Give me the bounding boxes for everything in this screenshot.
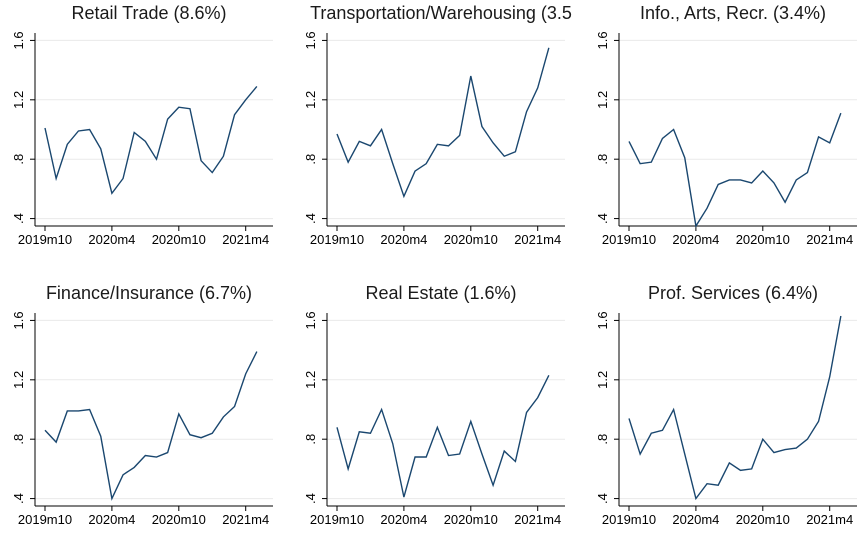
x-tick-label: 2021m4 xyxy=(514,512,561,527)
x-tick-label: 2020m10 xyxy=(444,512,498,527)
y-tick-label: .8 xyxy=(303,434,318,445)
panel: Transportation/Warehousing (3.5 .4 .8 1.2 1.… xyxy=(303,3,572,247)
y-tick-label: .8 xyxy=(11,154,26,165)
line-series xyxy=(44,351,258,501)
x-tick-label: 2020m4 xyxy=(88,512,135,527)
x-tick-label: 2020m10 xyxy=(736,232,790,247)
panel-title: Real Estate (1.6%) xyxy=(365,283,516,303)
x-tick-label: 2021m4 xyxy=(806,512,853,527)
panel: Info., Arts, Recr. (3.4%) .4 .8 1.2 1.6 2019m… xyxy=(595,3,857,247)
panel-title: Info., Arts, Recr. (3.4%) xyxy=(640,3,826,23)
y-tick-label: 1.2 xyxy=(11,371,26,389)
x-tick-label: 2020m4 xyxy=(672,232,719,247)
line-series xyxy=(628,112,842,228)
panel-title: Retail Trade (8.6%) xyxy=(71,3,226,23)
y-tick-label: 1.6 xyxy=(303,31,318,49)
x-tick-label: 2021m4 xyxy=(222,232,269,247)
y-tick-label: .4 xyxy=(11,493,26,504)
y-tick-label: 1.6 xyxy=(595,311,610,329)
y-tick-label: 1.2 xyxy=(11,91,26,109)
panel: Real Estate (1.6%) .4 .8 1.2 1.6 2019m10 2020m… xyxy=(303,283,565,527)
x-tick-label: 2021m4 xyxy=(222,512,269,527)
x-tick-label: 2019m10 xyxy=(602,232,656,247)
y-tick-label: .4 xyxy=(11,213,26,224)
x-tick-label: 2020m4 xyxy=(380,232,427,247)
x-tick-label: 2020m10 xyxy=(444,232,498,247)
x-tick-label: 2019m10 xyxy=(310,232,364,247)
x-tick-label: 2020m4 xyxy=(672,512,719,527)
y-tick-label: .4 xyxy=(303,493,318,504)
y-tick-label: 1.6 xyxy=(11,311,26,329)
y-tick-label: .8 xyxy=(595,154,610,165)
x-tick-label: 2019m10 xyxy=(602,512,656,527)
y-tick-label: .4 xyxy=(595,493,610,504)
y-tick-label: .4 xyxy=(595,213,610,224)
y-tick-label: .8 xyxy=(303,154,318,165)
x-tick-label: 2019m10 xyxy=(18,232,72,247)
y-tick-label: .8 xyxy=(11,434,26,445)
y-tick-label: 1.2 xyxy=(303,91,318,109)
y-tick-label: .4 xyxy=(303,213,318,224)
panel: Retail Trade (8.6%) .4 .8 1.2 1.6 2019m10 2020… xyxy=(11,3,273,247)
line-series xyxy=(628,315,842,501)
y-tick-label: 1.2 xyxy=(303,371,318,389)
x-tick-label: 2020m4 xyxy=(88,232,135,247)
x-tick-label: 2020m4 xyxy=(380,512,427,527)
y-tick-label: 1.2 xyxy=(595,371,610,389)
y-tick-label: 1.6 xyxy=(303,311,318,329)
x-tick-label: 2020m10 xyxy=(152,232,206,247)
panel-title: Prof. Services (6.4%) xyxy=(648,283,818,303)
y-tick-label: 1.6 xyxy=(595,31,610,49)
x-tick-label: 2020m10 xyxy=(152,512,206,527)
x-tick-label: 2019m10 xyxy=(18,512,72,527)
y-tick-label: 1.6 xyxy=(11,31,26,49)
x-tick-label: 2021m4 xyxy=(806,232,853,247)
panel-title: Transportation/Warehousing (3.5 xyxy=(310,3,572,23)
x-tick-label: 2019m10 xyxy=(310,512,364,527)
y-tick-label: .8 xyxy=(595,434,610,445)
panel: Finance/Insurance (6.7%) .4 .8 1.2 1.6 2019m1… xyxy=(11,283,273,527)
line-series xyxy=(336,47,550,199)
y-tick-label: 1.2 xyxy=(595,91,610,109)
x-tick-label: 2020m10 xyxy=(736,512,790,527)
x-tick-label: 2021m4 xyxy=(514,232,561,247)
line-series xyxy=(44,85,258,195)
panel-title: Finance/Insurance (6.7%) xyxy=(46,283,252,303)
line-series xyxy=(336,375,550,498)
panel: Prof. Services (6.4%) .4 .8 1.2 1.6 2019m10 20… xyxy=(595,283,857,527)
